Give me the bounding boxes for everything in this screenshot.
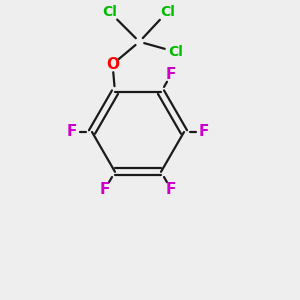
Text: Cl: Cl (102, 5, 117, 19)
Text: Cl: Cl (168, 45, 183, 59)
Text: F: F (100, 182, 110, 197)
Text: F: F (67, 124, 77, 140)
Text: O: O (106, 57, 119, 72)
Text: F: F (166, 67, 176, 82)
Text: Cl: Cl (160, 5, 175, 19)
Text: F: F (166, 182, 176, 197)
Text: F: F (199, 124, 209, 140)
